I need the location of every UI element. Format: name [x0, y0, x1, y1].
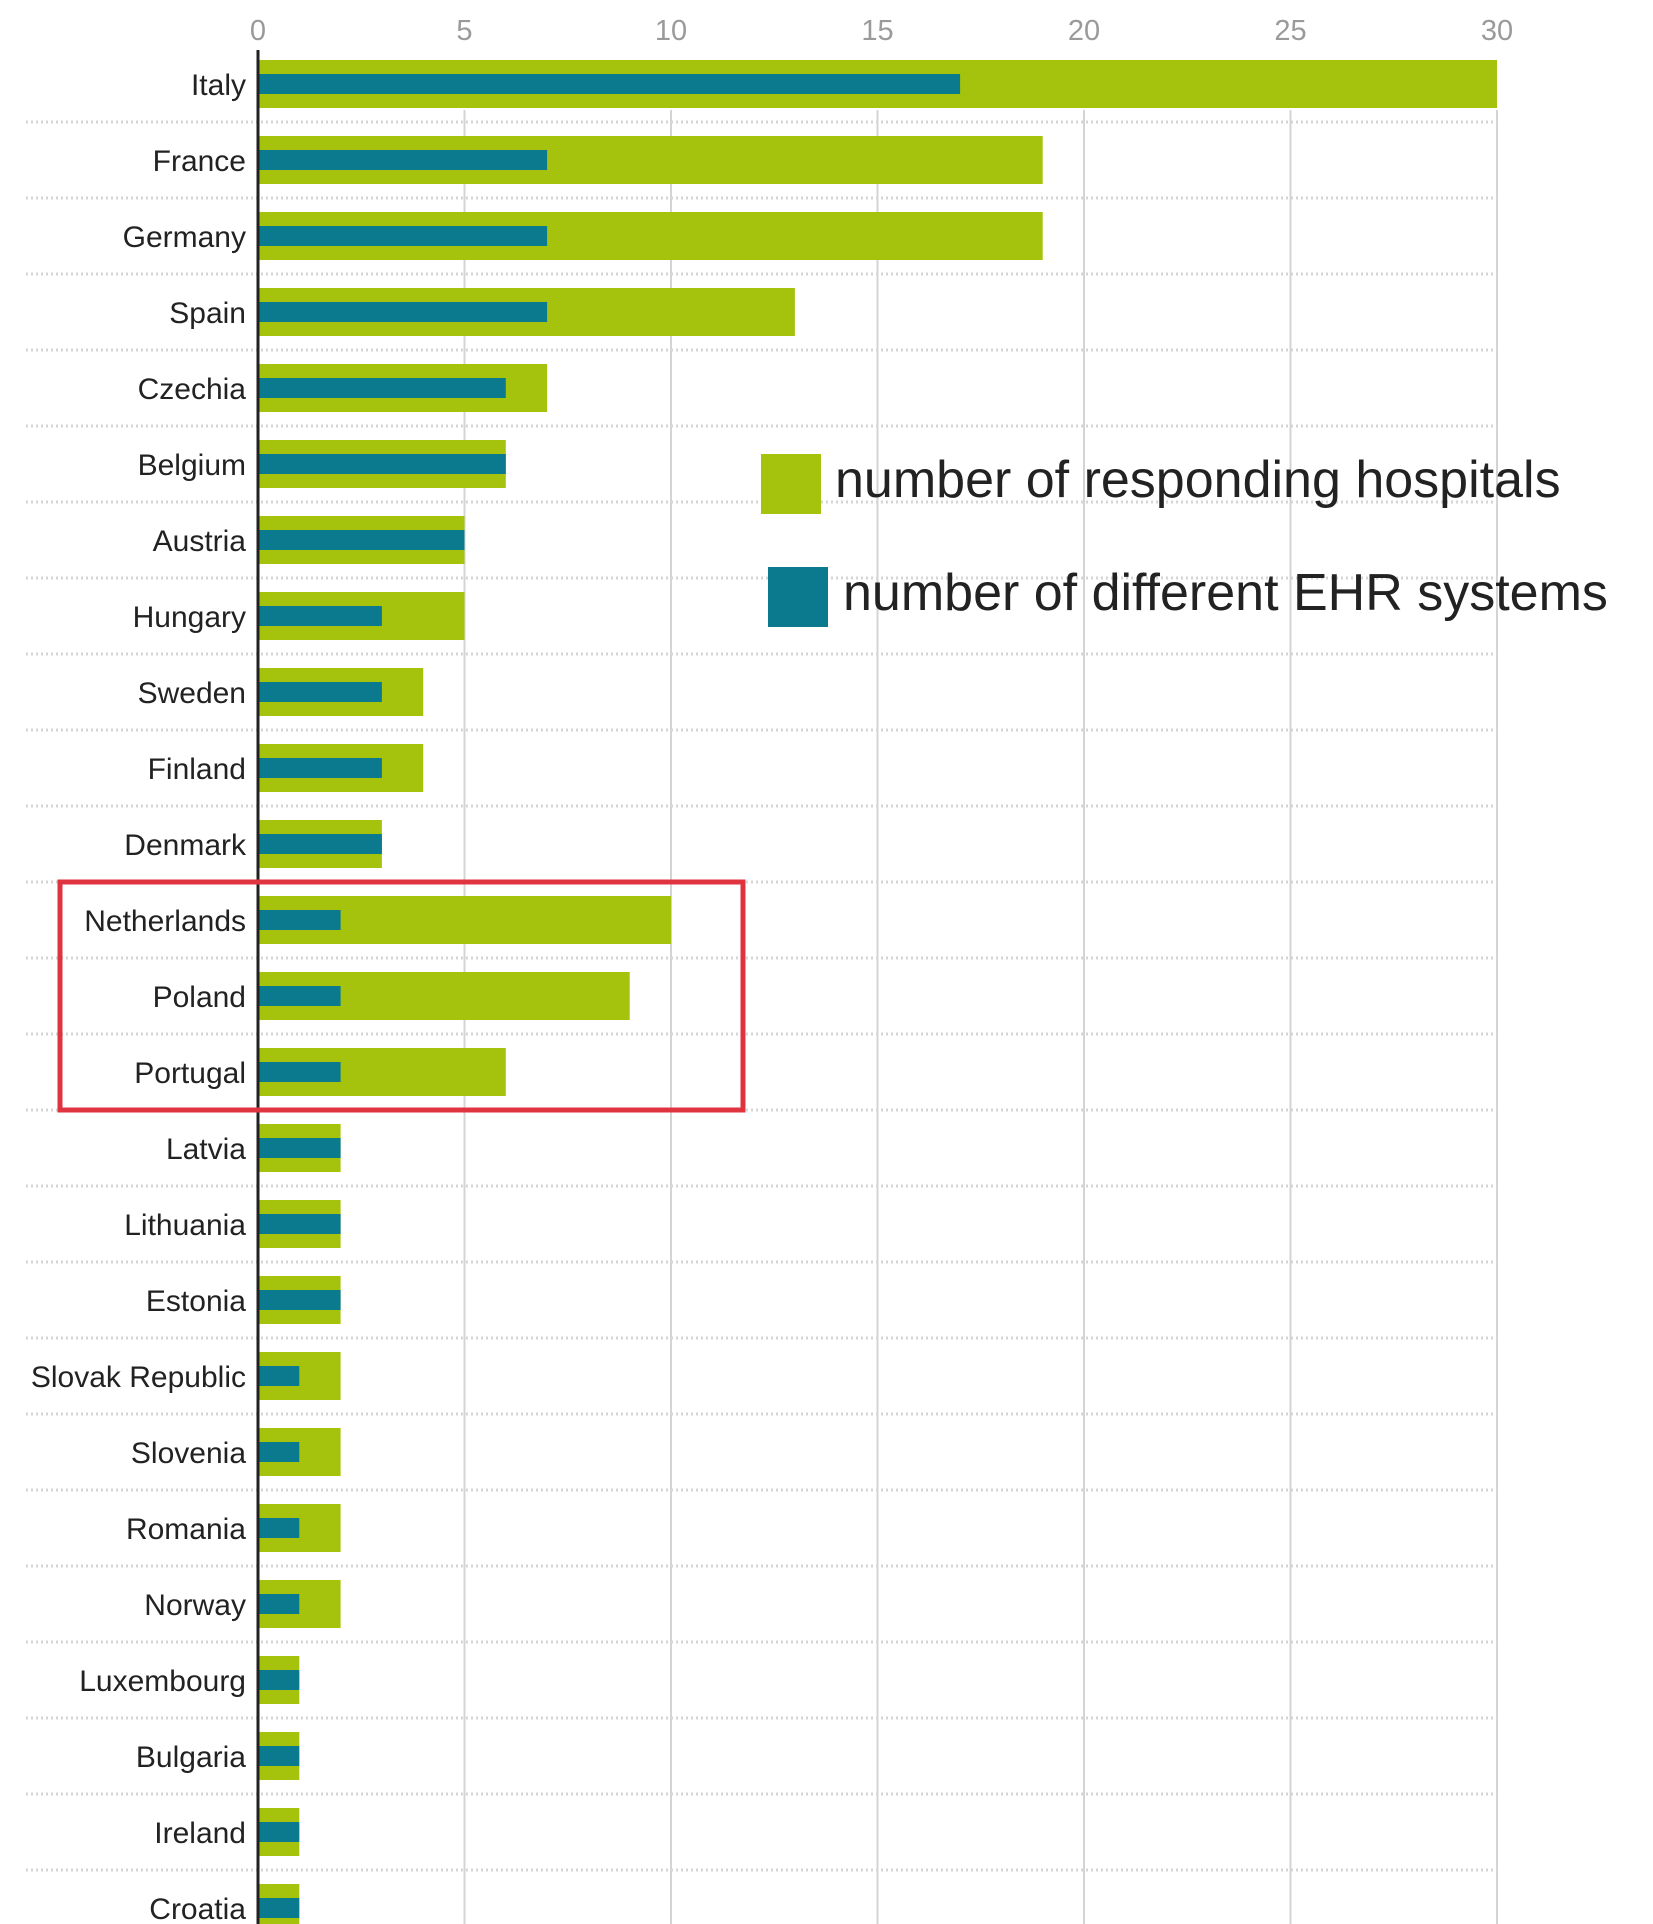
x-axis-ticks: 0 5 10 15 20 25 30 — [250, 15, 1513, 47]
category-label: Portugal — [134, 1057, 246, 1090]
bar-ehr-systems — [258, 1898, 300, 1918]
bar-ehr-systems — [258, 986, 341, 1006]
legend-label: number of responding hospitals — [835, 451, 1561, 509]
category-label: Italy — [191, 69, 246, 102]
highlight-box — [57, 879, 746, 1113]
category-label: Ireland — [154, 1817, 246, 1850]
category-label: Estonia — [146, 1285, 246, 1318]
x-tick-label: 5 — [456, 15, 472, 47]
category-label: Romania — [126, 1513, 246, 1546]
category-label: France — [153, 145, 246, 178]
bar-ehr-systems — [258, 1822, 300, 1842]
category-label: Croatia — [149, 1893, 246, 1924]
category-label: Netherlands — [84, 905, 246, 938]
bar-ehr-systems — [258, 682, 382, 702]
bar-ehr-systems — [258, 1670, 300, 1690]
bar-ehr-systems — [258, 454, 506, 474]
x-tick-label: 20 — [1068, 15, 1100, 47]
x-tick-label: 25 — [1274, 15, 1306, 47]
category-label: Germany — [123, 221, 246, 254]
x-tick-label: 30 — [1481, 15, 1513, 47]
bar-ehr-systems — [258, 74, 961, 94]
bar-ehr-systems — [258, 1518, 300, 1538]
category-labels: Italy France Germany Spain Czechia Belgium Aus… — [31, 69, 247, 1924]
bar-ehr-systems — [258, 1290, 341, 1310]
row-separators — [26, 120, 1497, 1872]
category-label: Bulgaria — [136, 1741, 246, 1774]
bar-ehr-systems — [258, 226, 548, 246]
category-label: Denmark — [124, 829, 247, 862]
bar-ehr-systems — [258, 378, 506, 398]
category-label: Latvia — [166, 1133, 246, 1166]
category-label: Czechia — [138, 373, 247, 406]
bar-ehr-systems — [258, 1746, 300, 1766]
category-label: Finland — [148, 753, 246, 786]
legend-swatch — [761, 454, 821, 514]
category-label: Spain — [169, 297, 246, 330]
bar-ehr-systems — [258, 1062, 341, 1082]
category-label: Norway — [144, 1589, 246, 1622]
bar-ehr-systems — [258, 530, 465, 550]
category-label: Poland — [153, 981, 246, 1014]
bars — [258, 60, 1497, 1924]
legend-label: number of different EHR systems — [843, 564, 1608, 622]
bar-ehr-systems — [258, 150, 548, 170]
category-label: Luxembourg — [79, 1665, 246, 1698]
category-label: Hungary — [133, 601, 246, 634]
bar-ehr-systems — [258, 1138, 341, 1158]
bar-ehr-systems — [258, 1214, 341, 1234]
x-tick-label: 15 — [861, 15, 893, 47]
category-label: Austria — [153, 525, 247, 558]
bar-ehr-systems — [258, 758, 382, 778]
bar-ehr-systems — [258, 1594, 300, 1614]
bar-ehr-systems — [258, 834, 382, 854]
category-label: Slovenia — [131, 1437, 246, 1470]
category-label: Belgium — [138, 449, 246, 482]
bar-ehr-systems — [258, 910, 341, 930]
category-label: Sweden — [138, 677, 246, 710]
bar-ehr-systems — [258, 606, 382, 626]
highlight-box-outline — [57, 879, 746, 1113]
bar-ehr-systems — [258, 1366, 300, 1386]
bar-ehr-systems — [258, 302, 548, 322]
x-tick-label: 10 — [655, 15, 687, 47]
grid-layer — [463, 110, 1498, 1924]
category-label: Lithuania — [124, 1209, 246, 1242]
category-label: Slovak Republic — [31, 1361, 246, 1394]
bar-ehr-systems — [258, 1442, 300, 1462]
legend: number of responding hospitals number of … — [761, 451, 1608, 627]
legend-swatch — [768, 567, 828, 627]
x-tick-label: 0 — [250, 15, 266, 47]
